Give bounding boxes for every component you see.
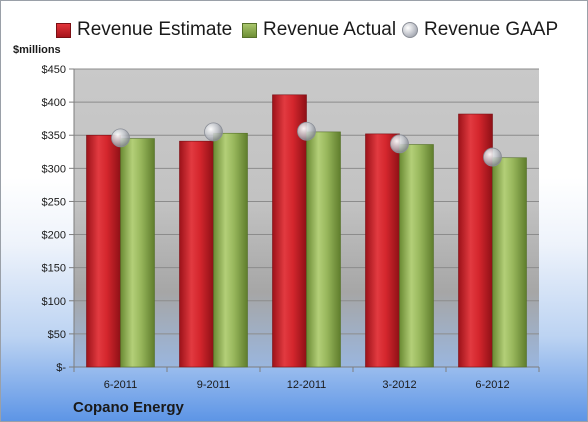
- marker-revenue-gaap-6-2011: [111, 128, 130, 148]
- bar-revenue-estimate-12-2011: [272, 94, 307, 368]
- x-tick-label-6-2011: 6-2011: [104, 379, 137, 391]
- company-name: Copano Energy: [73, 399, 184, 416]
- y-tick-label: $300: [42, 163, 66, 175]
- x-tick-label-6-2012: 6-2012: [475, 379, 509, 391]
- bar-revenue-estimate-9-2011: [179, 140, 214, 368]
- legend-swatch-revenue-actual: [242, 22, 257, 38]
- legend-item-revenue-estimate: Revenue Estimate: [56, 15, 232, 45]
- y-tick-label: $250: [42, 196, 66, 208]
- y-axis-title: $millions: [13, 44, 61, 56]
- y-tick-label: $400: [42, 97, 66, 109]
- y-tick-label: $100: [42, 296, 66, 308]
- bar-revenue-actual-6-2012: [492, 157, 527, 368]
- bar-revenue-estimate-6-2011: [86, 134, 121, 368]
- x-tick-label-3-2012: 3-2012: [382, 379, 416, 391]
- legend-swatch-revenue-gaap: [402, 22, 418, 38]
- x-tick-label-9-2011: 9-2011: [197, 379, 230, 391]
- y-tick-label: $-: [56, 362, 66, 374]
- bar-revenue-actual-6-2011: [120, 138, 155, 368]
- y-tick-label: $150: [42, 263, 66, 275]
- legend-label-revenue-actual: Revenue Actual: [263, 19, 397, 40]
- legend: Revenue Estimate Revenue Actual Revenue …: [1, 15, 587, 45]
- legend-item-revenue-gaap: Revenue GAAP: [402, 15, 558, 45]
- marker-revenue-gaap-12-2011: [297, 121, 316, 141]
- marker-revenue-gaap-3-2012: [390, 134, 409, 154]
- marker-revenue-gaap-6-2012: [483, 147, 502, 167]
- y-tick-label: $350: [42, 130, 66, 142]
- marker-revenue-gaap-9-2011: [204, 122, 223, 142]
- bar-revenue-estimate-3-2012: [365, 133, 400, 368]
- bar-revenue-actual-9-2011: [213, 132, 248, 368]
- y-tick-label: $450: [42, 64, 66, 76]
- bar-revenue-actual-12-2011: [306, 131, 341, 368]
- legend-label-revenue-estimate: Revenue Estimate: [77, 19, 233, 40]
- x-tick-label-12-2011: 12-2011: [287, 379, 327, 391]
- legend-swatch-revenue-estimate: [56, 22, 71, 38]
- bar-revenue-actual-3-2012: [399, 144, 434, 368]
- y-tick-label: $50: [48, 329, 66, 341]
- y-tick-label: $200: [42, 230, 66, 242]
- legend-label-revenue-gaap: Revenue GAAP: [424, 19, 559, 40]
- legend-item-revenue-actual: Revenue Actual: [242, 15, 396, 45]
